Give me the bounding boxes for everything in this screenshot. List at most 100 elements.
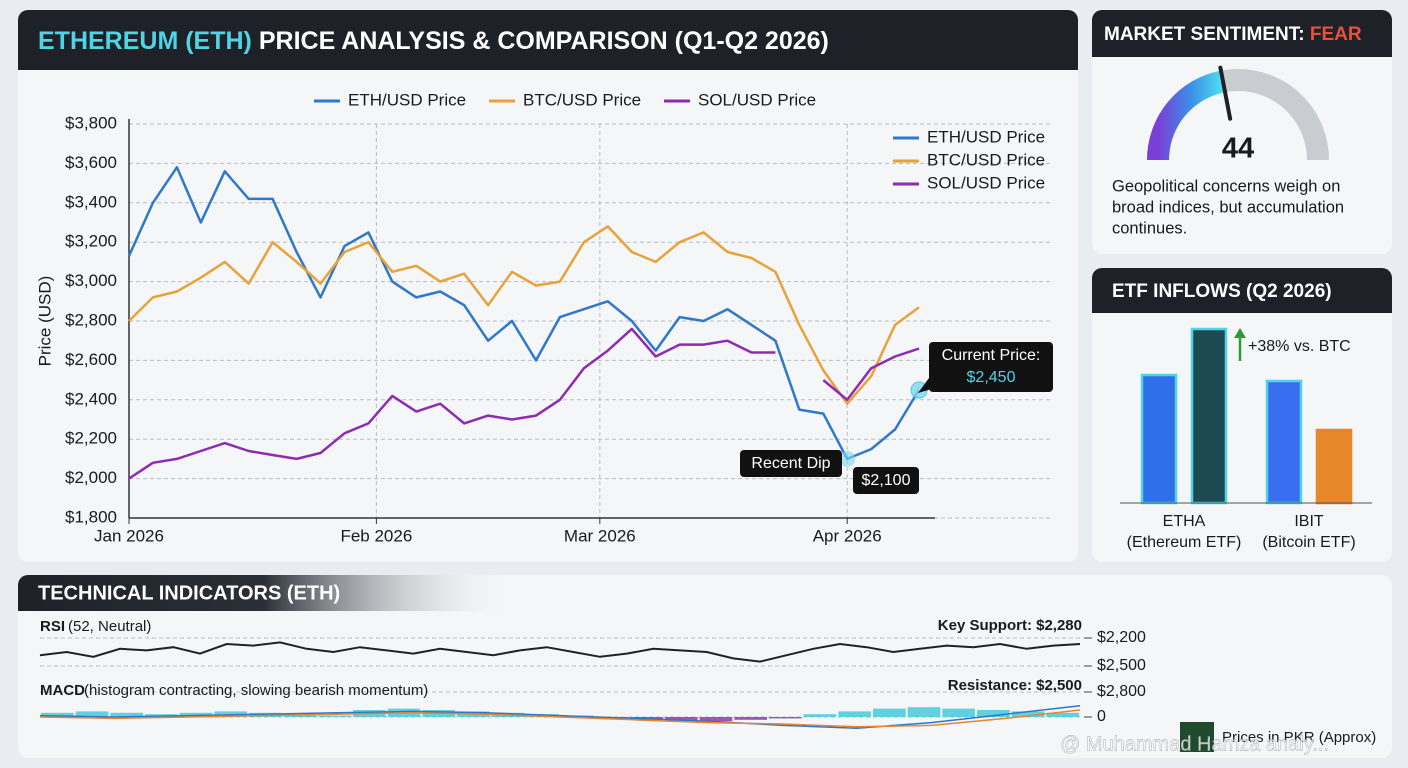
annotation-box	[740, 450, 842, 477]
macd-histogram-bar	[75, 711, 109, 717]
etf-header	[1092, 268, 1392, 313]
series-line	[128, 225, 920, 405]
sentiment-text: continues.	[1112, 219, 1187, 237]
category-label: IBIT	[1294, 513, 1324, 530]
macd-histogram-bar	[838, 711, 871, 717]
annotation: Recent Dip	[751, 455, 830, 472]
legend-label: SOL/USD Price	[698, 90, 816, 109]
bar	[1190, 327, 1228, 505]
etf-chart: ETHA (Ethereum ETF) IBIT (Bitcoin ETF) +38% …	[1120, 327, 1372, 551]
legend-label: BTC/USD Price	[523, 90, 641, 109]
sentiment-highlight: FEAR	[1310, 24, 1362, 45]
y-tick-label: $2,800	[65, 310, 117, 329]
annotation: Current Price:	[942, 347, 1041, 364]
sentiment-prefix: MARKET SENTIMENT:	[1104, 24, 1305, 45]
gauge-needle	[1218, 65, 1233, 121]
annotation-box	[853, 467, 919, 494]
watermark: @ Muhammad Hamza analy...	[1060, 733, 1329, 755]
rsi-note: (52, Neutral)	[68, 618, 151, 635]
y-tick-label: $3,200	[65, 232, 117, 251]
rsi-line	[39, 641, 1081, 663]
x-tick-label: Feb 2026	[340, 526, 412, 545]
annotation: +38% vs. BTC	[1248, 338, 1351, 355]
macd-histogram-bar	[318, 715, 351, 717]
macd-histogram-bar	[977, 710, 1010, 717]
macd-line	[39, 705, 1081, 729]
tech-header	[18, 575, 1000, 611]
y-tick-label: $3,800	[65, 113, 117, 132]
macd-histogram-bar	[907, 707, 941, 717]
legend-label: BTC/USD Price	[927, 150, 1045, 169]
sentiment-header	[1092, 10, 1392, 57]
footnote: Prices in PKR (Approx)	[1222, 729, 1376, 746]
sentiment-panel	[1092, 10, 1392, 254]
etf-title: ETF INFLOWS (Q2 2026)	[1112, 281, 1332, 302]
macd-histogram-bar	[1046, 712, 1079, 717]
legend-label: SOL/USD Price	[927, 173, 1045, 192]
y-tick-label: $2,400	[65, 389, 117, 408]
price-chart: $1,800 $2,000 $2,200 $2,400 $2,600 $2,800 $3,0…	[35, 90, 1053, 545]
price-label: $2,800	[1097, 683, 1146, 700]
y-tick-label: $3,000	[65, 271, 117, 290]
macd-note: (histogram contracting, slowing bearish …	[84, 682, 428, 699]
main-panel	[18, 10, 1078, 562]
macd-label: MACD	[40, 682, 85, 699]
macd-histogram-bar	[942, 708, 975, 717]
annotation: $2,450	[967, 369, 1016, 386]
y-tick-label: $2,200	[65, 429, 117, 448]
bar	[1140, 373, 1178, 505]
rsi-label: RSI	[40, 618, 65, 635]
title-highlight: ETHEREUM (ETH)	[38, 27, 252, 55]
y-tick-label: $2,600	[65, 350, 117, 369]
bar	[1265, 379, 1303, 505]
x-tick-label: Apr 2026	[813, 526, 882, 545]
indicators: $2,200 $2,500 $2,800 0 RSI (52, Neutral) Key S…	[39, 617, 1376, 755]
x-tick-label: Mar 2026	[564, 526, 636, 545]
macd-histogram-bar	[803, 714, 837, 717]
legend-label: ETH/USD Price	[348, 90, 466, 109]
annotation-box	[929, 342, 1053, 392]
gauge-value: 44	[1222, 133, 1254, 165]
category-note: (Bitcoin ETF)	[1262, 534, 1355, 551]
legend-label: ETH/USD Price	[927, 127, 1045, 146]
macd-histogram-bar	[769, 717, 802, 719]
price-label: $2,500	[1097, 657, 1146, 674]
footnote-icon	[1180, 722, 1214, 752]
support-label: Key Support: $2,280	[938, 617, 1082, 634]
sentiment-text: Geopolitical concerns weigh on	[1112, 177, 1340, 195]
dip-marker	[839, 450, 856, 467]
x-tick-label: Jan 2026	[94, 526, 164, 545]
sentiment-text: broad indices, but accumulation	[1112, 198, 1344, 216]
annotation: $2,100	[862, 472, 911, 489]
sentiment-title: MARKET SENTIMENT: FEAR	[1104, 24, 1362, 45]
tech-title: TECHNICAL INDICATORS (ETH)	[38, 582, 340, 604]
price-label: $2,200	[1097, 629, 1146, 646]
main-title: ETHEREUM (ETH) PRICE ANALYSIS & COMPARIS…	[38, 27, 829, 55]
annotation-arrowhead	[1234, 328, 1246, 338]
gauge: 44 Geopolitical concerns weigh on broad in…	[1112, 65, 1344, 237]
y-tick-label: $2,000	[65, 468, 117, 487]
title-rest: PRICE ANALYSIS & COMPARISON (Q1-Q2 2026)	[259, 27, 829, 55]
y-tick-label: $3,600	[65, 153, 117, 172]
macd-histogram-bar	[41, 712, 74, 717]
macd-histogram-bar	[734, 717, 767, 720]
price-label: 0	[1097, 708, 1106, 725]
signal-line	[39, 709, 1081, 728]
macd-histogram-bar	[110, 712, 143, 717]
bar	[1315, 428, 1353, 505]
category-note: (Ethereum ETF)	[1127, 534, 1242, 551]
y-tick-label: $1,800	[65, 507, 117, 526]
y-tick-label: $3,400	[65, 192, 117, 211]
category-label: ETHA	[1163, 513, 1206, 530]
macd-histogram-bar	[699, 717, 733, 722]
series-line	[127, 166, 921, 461]
main-header	[18, 10, 1078, 70]
macd-histogram-bar	[665, 717, 698, 722]
y-axis-label: Price (USD)	[35, 276, 54, 367]
macd-histogram-bar	[873, 708, 906, 717]
resistance-label: Resistance: $2,500	[948, 677, 1082, 694]
macd-histogram-bar	[1011, 711, 1045, 717]
